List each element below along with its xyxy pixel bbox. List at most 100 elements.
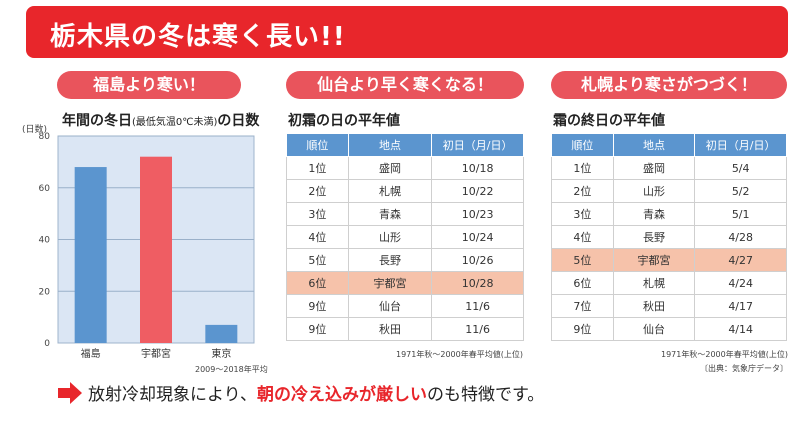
y-tick-label: 40 bbox=[39, 236, 51, 246]
table-row: 1位 盛岡 10/18 bbox=[286, 156, 524, 180]
y-axis-unit: (日数) bbox=[22, 125, 48, 135]
y-tick-label: 80 bbox=[39, 132, 51, 142]
table-cell: 5位 bbox=[551, 248, 614, 272]
table-cell: 4位 bbox=[286, 225, 349, 249]
chart-title-small: (最低気温0℃未満) bbox=[132, 117, 218, 128]
table-header-cell: 地点 bbox=[347, 133, 433, 157]
arrow-right-icon bbox=[58, 382, 82, 404]
table-cell: 3位 bbox=[551, 202, 614, 226]
table-cell: 4/24 bbox=[694, 271, 787, 295]
middle-note: 1971年秋〜2000年春平均値(上位) bbox=[396, 350, 523, 359]
table-cell: 10/28 bbox=[431, 271, 524, 295]
table-cell: 長野 bbox=[347, 248, 433, 272]
y-tick-label: 0 bbox=[44, 339, 50, 349]
table-cell: 7位 bbox=[551, 294, 614, 318]
table-cell: 10/23 bbox=[431, 202, 524, 226]
table-row: 7位 秋田 4/17 bbox=[551, 294, 787, 318]
table-cell: 札幌 bbox=[347, 179, 433, 203]
bar-1 bbox=[74, 167, 107, 343]
pill-left: 福島より寒い！ bbox=[57, 71, 241, 99]
table-cell: 5/2 bbox=[694, 179, 787, 203]
table-cell: 宇都宮 bbox=[347, 271, 433, 295]
table-row: 1位 盛岡 5/4 bbox=[551, 156, 787, 180]
table-cell: 仙台 bbox=[612, 317, 696, 341]
table-cell: 4/17 bbox=[694, 294, 787, 318]
banner-title: 栃木県の冬は寒く長い!! bbox=[50, 22, 346, 52]
table-row: 9位 仙台 4/14 bbox=[551, 317, 787, 341]
table-cell: 11/6 bbox=[431, 317, 524, 341]
table-row: 9位 秋田 11/6 bbox=[286, 317, 524, 341]
table-cell: 盛岡 bbox=[612, 156, 696, 180]
table-cell: 9位 bbox=[286, 317, 349, 341]
footer-pre: 放射冷却現象により、 bbox=[88, 385, 257, 405]
x-tick-label: 東京 bbox=[211, 347, 231, 360]
table-cell: 10/22 bbox=[431, 179, 524, 203]
table-header-cell: 地点 bbox=[612, 133, 696, 157]
table-row: 5位 宇都宮 4/27 bbox=[551, 248, 787, 272]
chart-title-tail: の日数 bbox=[217, 113, 260, 129]
table-cell: 5/4 bbox=[694, 156, 787, 180]
table-header-cell: 順位 bbox=[551, 133, 614, 157]
table-cell: 青森 bbox=[347, 202, 433, 226]
table-cell: 5位 bbox=[286, 248, 349, 272]
title-banner: 栃木県の冬は寒く長い!! bbox=[26, 6, 788, 58]
table-row: 5位 長野 10/26 bbox=[286, 248, 524, 272]
table-cell: 仙台 bbox=[347, 294, 433, 318]
table-cell: 6位 bbox=[551, 271, 614, 295]
x-tick-label: 宇都宮 bbox=[141, 347, 171, 360]
x-tick-label: 福島 bbox=[81, 347, 101, 360]
table-cell: 山形 bbox=[347, 225, 433, 249]
table-cell: 2位 bbox=[286, 179, 349, 203]
bar-3 bbox=[205, 324, 238, 343]
pill-middle: 仙台より早く寒くなる！ bbox=[286, 71, 524, 99]
y-tick-label: 20 bbox=[39, 287, 51, 297]
table-row: 4位 山形 10/24 bbox=[286, 225, 524, 249]
chart-title-main: 年間の冬日 bbox=[62, 113, 132, 129]
table-row: 2位 山形 5/2 bbox=[551, 179, 787, 203]
footer-emphasis: 朝の冷え込みが厳しい bbox=[256, 385, 427, 405]
table-cell: 札幌 bbox=[612, 271, 696, 295]
table-header-cell: 初日（月/日） bbox=[694, 133, 787, 157]
table-cell: 1位 bbox=[286, 156, 349, 180]
table-row: 2位 札幌 10/22 bbox=[286, 179, 524, 203]
footer-post: のも特徴です。 bbox=[426, 385, 545, 405]
table-cell: 秋田 bbox=[347, 317, 433, 341]
table-cell: 4/28 bbox=[694, 225, 787, 249]
table-cell: 5/1 bbox=[694, 202, 787, 226]
table-cell: 2位 bbox=[551, 179, 614, 203]
table-row: 3位 青森 10/23 bbox=[286, 202, 524, 226]
table-header-cell: 順位 bbox=[286, 133, 349, 157]
table-cell: 秋田 bbox=[612, 294, 696, 318]
table-cell: 3位 bbox=[286, 202, 349, 226]
right-title: 霜の終日の平年値 bbox=[553, 113, 665, 129]
table-cell: 10/24 bbox=[431, 225, 524, 249]
table-cell: 10/26 bbox=[431, 248, 524, 272]
table-cell: 盛岡 bbox=[347, 156, 433, 180]
table-cell: 6位 bbox=[286, 271, 349, 295]
table-cell: 山形 bbox=[612, 179, 696, 203]
bar-2 bbox=[140, 156, 172, 343]
table-row: 6位 札幌 4/24 bbox=[551, 271, 787, 295]
source-note: 〔出典：気象庁データ〕 bbox=[700, 364, 788, 373]
table-cell: 10/18 bbox=[431, 156, 524, 180]
table-cell: 9位 bbox=[551, 317, 614, 341]
table-row: 9位 仙台 11/6 bbox=[286, 294, 524, 318]
table-cell: 1位 bbox=[551, 156, 614, 180]
table-cell: 4/14 bbox=[694, 317, 787, 341]
table-cell: 青森 bbox=[612, 202, 696, 226]
middle-title: 初霜の日の平年値 bbox=[288, 113, 400, 129]
pill-right: 札幌より寒さがつづく！ bbox=[551, 71, 787, 99]
first-frost-table: 順位 地点 初日（月/日） 1位 盛岡 10/18 2位 札幌 10/22 3位 青森 10/23 4… bbox=[286, 133, 524, 341]
table-row: 4位 長野 4/28 bbox=[551, 225, 787, 249]
table-cell: 11/6 bbox=[431, 294, 524, 318]
table-header-cell: 初日（月/日） bbox=[431, 133, 524, 157]
chart-title: 年間の冬日(最低気温0℃未満)の日数 bbox=[62, 110, 259, 130]
table-cell: 4位 bbox=[551, 225, 614, 249]
table-row: 3位 青森 5/1 bbox=[551, 202, 787, 226]
last-frost-table: 順位 地点 初日（月/日） 1位 盛岡 5/4 2位 山形 5/2 3位 青森 5/1 4位 長野 4/2… bbox=[551, 133, 787, 341]
right-note: 1971年秋〜2000年春平均値(上位) bbox=[661, 350, 788, 359]
y-tick-label: 60 bbox=[39, 184, 51, 194]
table-cell: 長野 bbox=[612, 225, 696, 249]
table-cell: 4/27 bbox=[694, 248, 787, 272]
